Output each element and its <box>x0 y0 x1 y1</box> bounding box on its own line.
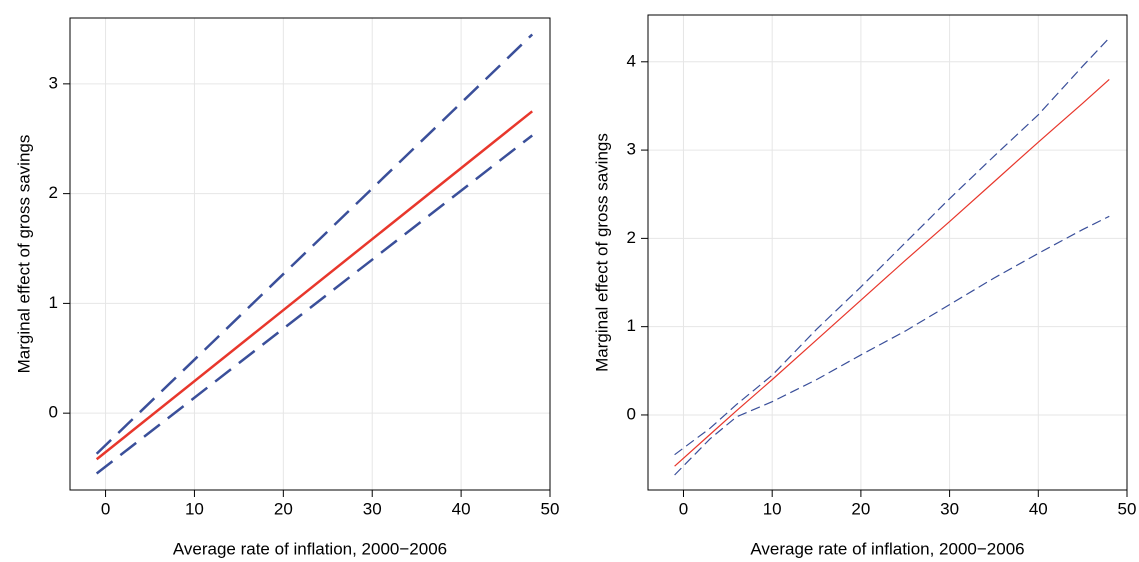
chart: 0 10 20 30 40 50 0 1 2 3 Average rate of inflation… <box>14 17 560 558</box>
y-tick-label: 2 <box>627 228 636 247</box>
y-tick-label: 4 <box>627 51 636 70</box>
series-line <box>674 37 1110 456</box>
y-tick-label: 0 <box>627 404 636 423</box>
series-line <box>95 33 534 455</box>
x-tick-label: 20 <box>851 499 870 518</box>
x-tick-label: 10 <box>185 499 204 518</box>
y-tick-label: 3 <box>627 140 636 159</box>
y-tick-label: 2 <box>49 183 58 202</box>
chart: 0 10 20 30 40 50 0 1 2 3 4 Average rate of inflatio… <box>592 14 1137 558</box>
x-axis-label: Average rate of inflation, 2000−2006 <box>173 539 447 558</box>
y-axis-label: Marginal effect of gross savings <box>14 135 33 374</box>
y-tick-label: 3 <box>49 73 58 92</box>
x-tick-label: 30 <box>363 499 382 518</box>
x-tick-label: 40 <box>452 499 471 518</box>
x-tick-label: 0 <box>101 499 110 518</box>
x-tick-label: 0 <box>679 499 688 518</box>
y-axis-label: Marginal effect of gross savings <box>592 133 611 372</box>
x-tick-label: 30 <box>940 499 959 518</box>
x-axis-label: Average rate of inflation, 2000−2006 <box>750 539 1024 558</box>
x-tick-label: 10 <box>763 499 782 518</box>
series-line <box>674 215 1110 476</box>
x-tick-label: 20 <box>274 499 293 518</box>
plot-frame <box>647 14 1128 491</box>
x-tick-label: 50 <box>541 499 560 518</box>
y-tick-label: 0 <box>49 403 58 422</box>
y-tick-label: 1 <box>627 316 636 335</box>
plot-frame <box>69 17 551 491</box>
x-tick-label: 50 <box>1118 499 1137 518</box>
y-tick-label: 1 <box>49 293 58 312</box>
series-line <box>95 110 534 461</box>
x-tick-label: 40 <box>1029 499 1048 518</box>
series-line <box>674 79 1110 467</box>
series-line <box>95 134 533 475</box>
